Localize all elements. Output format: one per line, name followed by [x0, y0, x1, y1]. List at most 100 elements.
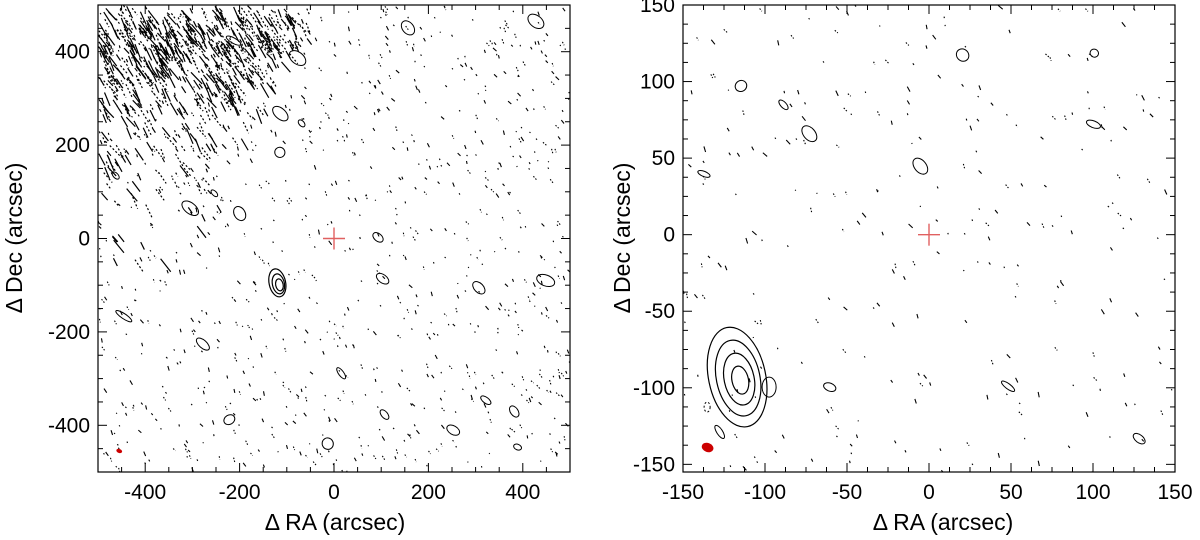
contour-speck: [104, 86, 107, 90]
contour-speck: [458, 109, 461, 112]
sidelobe-contour: [100, 101, 104, 106]
contour-speck: [503, 27, 507, 33]
contour-speck: [113, 432, 116, 435]
contour-speck: [884, 59, 890, 65]
contour-speck: [316, 448, 319, 454]
contour-speck: [456, 294, 460, 299]
sidelobe-contour: [225, 83, 234, 96]
contour-speck: [290, 95, 293, 99]
sidelobe-contour: [174, 153, 185, 168]
sidelobe-contour: [112, 99, 118, 107]
sidelobe-contour: [140, 56, 151, 70]
contour-speck: [1070, 230, 1073, 235]
sidelobe-contour: [185, 23, 193, 36]
sidelobe-contour: [250, 79, 255, 85]
contour-speck: [233, 429, 236, 434]
contour-speck: [183, 182, 186, 185]
contour-speck: [936, 186, 939, 189]
contour-speck: [106, 281, 110, 286]
contour-speck: [1122, 227, 1125, 230]
source-sidelobe: [703, 401, 711, 413]
sidelobe-contour: [272, 53, 276, 61]
contour-speck: [171, 175, 174, 181]
contour-speck: [179, 192, 182, 195]
contour-speck: [288, 388, 292, 393]
contour-speck: [511, 278, 515, 282]
contour-speck: [176, 362, 179, 365]
contour-ellipse: [1085, 119, 1101, 129]
contour-speck: [554, 451, 559, 455]
contour-speck: [810, 458, 814, 462]
sidelobe-contour: [224, 80, 228, 85]
contour-ellipse: [527, 13, 545, 30]
sidelobe-contour: [109, 145, 122, 158]
contour-speck: [430, 321, 433, 325]
contour-speck: [538, 401, 542, 406]
sidelobe-contour: [238, 45, 244, 55]
contour-speck: [250, 141, 253, 144]
contour-speck: [285, 444, 289, 450]
contour-speck: [308, 234, 311, 238]
contour-speck: [282, 50, 285, 53]
contour-speck: [426, 333, 429, 336]
contour-speck: [439, 397, 443, 401]
contour-speck: [433, 16, 436, 20]
contour-speck: [218, 320, 221, 325]
sidelobe-contour: [255, 108, 263, 124]
contour-speck: [978, 85, 982, 91]
y-tick-label: 50: [652, 147, 675, 170]
sidelobe-contour: [127, 67, 134, 77]
sidelobe-contour: [113, 239, 125, 254]
contour-speck: [759, 366, 763, 369]
contour-speck: [285, 405, 288, 408]
contour-speck: [117, 203, 121, 207]
contour-speck: [516, 98, 519, 101]
contour-speck: [226, 160, 231, 165]
x-tick-label: -50: [832, 481, 862, 504]
contour-speck: [378, 108, 381, 112]
contour-speck: [843, 107, 849, 113]
y-tick-label: 0: [663, 224, 675, 247]
contour-speck: [309, 140, 313, 145]
contour-speck: [849, 443, 853, 447]
contour-speck: [964, 319, 968, 324]
contour-speck: [257, 449, 260, 452]
contour-speck: [249, 335, 253, 341]
sidelobe-contour: [137, 114, 141, 118]
sidelobe-contour: [215, 64, 219, 69]
sidelobe-contour: [167, 31, 172, 40]
sidelobe-contour: [132, 89, 141, 101]
sidelobe-contour: [239, 39, 243, 43]
contour-speck: [173, 92, 176, 97]
sidelobe-contour: [205, 82, 214, 97]
sidelobe-contour: [154, 67, 161, 79]
sidelobe-contour: [223, 53, 232, 64]
sidelobe-contour: [114, 85, 119, 92]
contour-speck: [163, 133, 167, 139]
sidelobe-contour: [103, 80, 115, 92]
contour-speck: [114, 356, 118, 361]
contour-speck: [248, 383, 251, 387]
sidelobe-contour: [174, 39, 180, 48]
contour-speck: [226, 223, 230, 227]
sidelobe-contour: [134, 43, 141, 59]
contour-speck: [251, 149, 254, 152]
contour-speck: [735, 193, 737, 196]
contour-speck: [827, 297, 831, 301]
sidelobe-contour: [121, 57, 130, 69]
contour-speck: [557, 136, 561, 140]
contour-speck: [190, 145, 194, 150]
contour-speck: [212, 216, 216, 221]
contour-speck: [517, 92, 522, 97]
contour-speck: [789, 103, 793, 108]
sidelobe-contour: [193, 36, 198, 43]
sidelobe-contour: [238, 95, 247, 105]
contour-speck: [484, 89, 487, 92]
contour-speck: [517, 333, 520, 336]
contour-speck: [822, 61, 825, 64]
sidelobe-contour: [207, 41, 214, 50]
sidelobe-contour: [123, 5, 128, 12]
contour-speck: [192, 329, 196, 333]
contour-speck: [98, 226, 102, 229]
contour-speck: [137, 429, 142, 434]
